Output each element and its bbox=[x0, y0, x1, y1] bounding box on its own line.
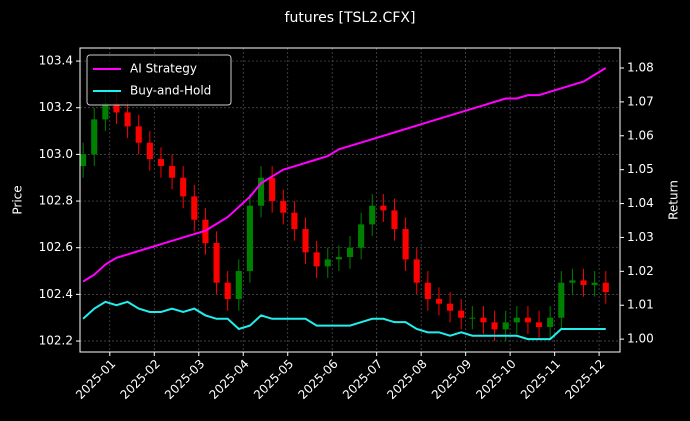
candle-body bbox=[602, 282, 609, 293]
y-tick-label: 102.6 bbox=[39, 240, 73, 254]
y-tick-label: 102.4 bbox=[39, 287, 73, 301]
candle-body bbox=[435, 299, 443, 304]
candle-body bbox=[413, 259, 420, 283]
candle-body bbox=[246, 205, 253, 272]
candle-body bbox=[180, 177, 187, 197]
candle-body bbox=[224, 282, 231, 300]
candle-body bbox=[558, 282, 565, 318]
return-line bbox=[82, 67, 607, 283]
chart-title: futures [TSL2.CFX] bbox=[285, 10, 416, 26]
y-tick-label: 103.2 bbox=[39, 100, 73, 114]
candle-body bbox=[313, 252, 320, 267]
candle-body bbox=[169, 166, 176, 178]
candle-body bbox=[157, 159, 165, 167]
y-tick-label: 103.0 bbox=[39, 147, 73, 161]
candle-body bbox=[257, 177, 265, 206]
candle-body bbox=[580, 280, 587, 286]
y2-tick-label: 1.01 bbox=[627, 298, 654, 312]
y-axis-label: Price bbox=[11, 185, 25, 214]
candle-body bbox=[424, 282, 431, 300]
y-tick-label: 102.8 bbox=[39, 194, 73, 208]
candle-body bbox=[458, 310, 465, 318]
y-tick-label: 102.2 bbox=[39, 334, 73, 348]
candle-body bbox=[291, 212, 298, 230]
y2-tick-label: 1.02 bbox=[627, 264, 654, 278]
candle-body bbox=[91, 119, 98, 155]
candle-body bbox=[358, 224, 365, 248]
candle-body bbox=[346, 247, 354, 258]
candle-body bbox=[369, 205, 376, 225]
candle-body bbox=[124, 112, 131, 127]
legend: AI Strategy Buy-and-Hold bbox=[86, 54, 232, 106]
y2-tick-label: 1.03 bbox=[627, 230, 654, 244]
candle-body bbox=[524, 317, 531, 323]
candle-body bbox=[502, 322, 509, 330]
candle-body bbox=[491, 322, 498, 330]
candle-body bbox=[135, 126, 142, 143]
return-line bbox=[82, 300, 606, 341]
candle-body bbox=[269, 177, 276, 202]
y2-tick-label: 1.08 bbox=[627, 60, 654, 74]
legend-box bbox=[86, 54, 232, 106]
candle-body bbox=[102, 103, 109, 120]
candle-body bbox=[447, 303, 454, 311]
y2-axis-label: Return bbox=[667, 180, 681, 220]
y2-tick-label: 1.04 bbox=[627, 196, 654, 210]
candle-body bbox=[547, 317, 554, 328]
candle-body bbox=[591, 282, 598, 286]
candle-body bbox=[191, 196, 198, 220]
candle-body bbox=[391, 210, 398, 230]
candle-body bbox=[235, 271, 242, 300]
candle-body bbox=[280, 201, 287, 213]
candle-body bbox=[113, 103, 120, 113]
candle-body bbox=[480, 317, 487, 323]
legend-label: AI Strategy bbox=[130, 62, 197, 76]
candle-body bbox=[302, 229, 309, 253]
candle-body bbox=[335, 257, 342, 260]
candle-body bbox=[324, 259, 331, 267]
y2-tick-label: 1.07 bbox=[627, 94, 654, 108]
candle-body bbox=[535, 322, 543, 328]
candle-body bbox=[213, 243, 220, 283]
candle-body bbox=[469, 317, 476, 319]
candle-body bbox=[569, 280, 576, 283]
y2-tick-label: 1.06 bbox=[627, 128, 654, 142]
candle-body bbox=[402, 229, 409, 260]
candle-body bbox=[513, 317, 520, 323]
y2-tick-label: 1.00 bbox=[627, 332, 654, 346]
y2-tick-label: 1.05 bbox=[627, 162, 654, 176]
legend-label: Buy-and-Hold bbox=[130, 84, 211, 98]
candle-body bbox=[80, 154, 87, 167]
candle-body bbox=[146, 142, 153, 160]
y-tick-label: 103.4 bbox=[39, 54, 73, 68]
candle-body bbox=[380, 205, 387, 211]
plot-frame bbox=[79, 47, 621, 353]
